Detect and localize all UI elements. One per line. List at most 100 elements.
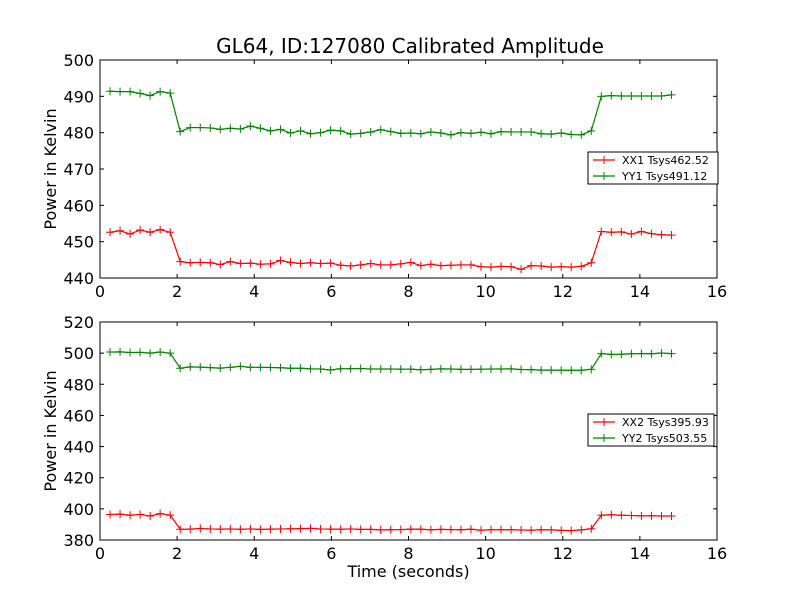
bottom-series-2-point: [406, 365, 415, 374]
top-series-1-point: [106, 228, 115, 237]
chart-title: GL64, ID:127080 Calibrated Amplitude: [216, 34, 604, 58]
bottom-series-1-point: [156, 509, 165, 518]
bottom-series-2-point: [507, 364, 516, 373]
bottom-series-1-point: [316, 524, 325, 533]
top-series-1-point: [296, 259, 305, 268]
top-series-2-point: [587, 126, 596, 135]
top-series-2-point: [316, 128, 325, 137]
top-series-2-point: [166, 89, 175, 98]
bottom-series-2-point: [286, 364, 295, 373]
bottom-series-1-point: [286, 524, 295, 533]
bottom-series-1-point: [136, 510, 145, 519]
bottom-series-1-point: [557, 526, 566, 535]
bottom-series-1-point: [276, 524, 285, 533]
bottom-series-2-point: [547, 366, 556, 375]
top-series-1-point: [146, 228, 155, 237]
top-series-2-point: [567, 130, 576, 139]
bottom-series-2-point: [176, 364, 185, 373]
top-x-tick-label: 10: [475, 282, 495, 301]
bottom-y-tick-label: 520: [63, 313, 94, 332]
bottom-series-1-point: [386, 525, 395, 534]
top-series-2-point: [376, 125, 385, 134]
top-series-1-point: [446, 261, 455, 270]
bottom-series-1-point: [336, 525, 345, 534]
top-legend-marker-2: [600, 172, 608, 180]
bottom-series-1-point: [356, 525, 365, 534]
bottom-series-2-point: [517, 365, 526, 374]
bottom-legend-label-2: YY2 Tsys503.55: [621, 432, 707, 445]
top-series-1-point: [206, 258, 215, 267]
top-series-2-point: [416, 129, 425, 138]
top-x-tick-label: 16: [707, 282, 727, 301]
top-series-1-point: [316, 259, 325, 268]
bottom-series-2-point: [356, 364, 365, 373]
top-series-2-point: [597, 92, 606, 101]
top-series-1-point: [406, 258, 415, 267]
bottom-x-tick-label: 2: [172, 544, 182, 563]
top-series-2-point: [116, 87, 125, 96]
top-series-1-point: [306, 258, 315, 267]
bottom-series-2-point: [487, 365, 496, 374]
bottom-series-2-point: [156, 348, 165, 357]
bottom-series-2-point: [366, 365, 375, 374]
bottom-series-1-point: [527, 526, 536, 535]
bottom-series-2-point: [557, 366, 566, 375]
top-series-1-point: [386, 260, 395, 269]
top-series-1-point: [497, 262, 506, 271]
top-series-1-point: [537, 262, 546, 271]
bottom-series-1-point: [507, 525, 516, 534]
bottom-series-2-point: [416, 365, 425, 374]
top-series-2-point: [446, 130, 455, 139]
top-series-2-point: [396, 129, 405, 138]
bottom-series-1-point: [406, 525, 415, 534]
top-series-1-point: [266, 259, 275, 268]
bottom-series-2-point: [476, 365, 485, 374]
top-series-2-point: [406, 129, 415, 138]
bottom-series-1-point: [497, 525, 506, 534]
bottom-panel: Power in Kelvin Time (seconds) 0 2 4 6 8 10 12…: [41, 313, 727, 581]
bottom-series-2-point: [316, 365, 325, 374]
top-series-2-point: [436, 129, 445, 138]
bottom-series-1-point: [436, 525, 445, 534]
top-series-2-point: [136, 89, 145, 98]
bottom-series-2-point: [186, 362, 195, 371]
top-series-1-point: [176, 257, 185, 266]
bottom-x-tick-label: 4: [249, 544, 259, 563]
top-series-2-point: [497, 127, 506, 136]
bottom-series-2-point: [376, 365, 385, 374]
top-y-tick-label: 440: [63, 269, 94, 288]
top-series-2-point: [296, 126, 305, 135]
bottom-series-2-point: [256, 363, 265, 372]
top-series-1-point: [256, 260, 265, 269]
top-series-2-point: [356, 129, 365, 138]
bottom-series-1-point: [116, 510, 125, 519]
bottom-series-2-point: [567, 366, 576, 375]
bottom-y-tick-label: 480: [63, 375, 94, 394]
bottom-series-2-point: [637, 349, 646, 358]
bottom-series-1-point: [236, 525, 245, 534]
top-y-tick-label: 480: [63, 124, 94, 143]
top-x-tick-label: 12: [553, 282, 573, 301]
bottom-series-2-point: [627, 349, 636, 358]
bottom-series-2-point: [216, 364, 225, 373]
bottom-series-1-point: [416, 525, 425, 534]
bottom-series-1-point: [476, 526, 485, 535]
bottom-series-2-point: [436, 364, 445, 373]
top-y-tick-label: 500: [63, 51, 94, 70]
top-series-1-point: [557, 262, 566, 271]
bottom-series-1-point: [456, 525, 465, 534]
top-series-1-point: [657, 230, 666, 239]
bottom-series-2-point: [206, 363, 215, 372]
top-series-2-point: [557, 129, 566, 138]
bottom-series-1-point: [396, 525, 405, 534]
top-series-2-point: [476, 128, 485, 137]
bottom-series-1-point: [446, 525, 455, 534]
bottom-series-2-point: [246, 363, 255, 372]
top-series-1-point: [116, 226, 125, 235]
top-y-axis-label: Power in Kelvin: [41, 108, 60, 229]
bottom-series-2-point: [196, 363, 205, 372]
top-series-1-point: [156, 225, 165, 234]
top-series-2-point: [176, 127, 185, 136]
